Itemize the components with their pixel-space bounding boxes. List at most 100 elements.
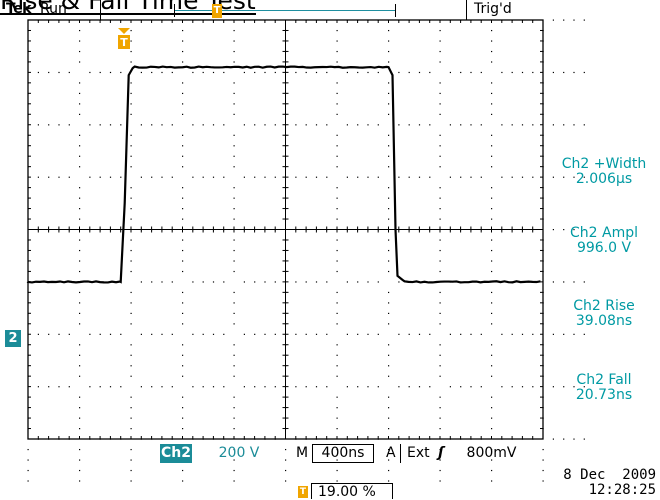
grid-dot xyxy=(79,365,80,366)
grid-dot xyxy=(367,124,368,125)
grid-dot xyxy=(244,334,245,335)
grid-dot xyxy=(491,198,492,199)
grid-dot xyxy=(131,344,132,345)
grid-dot xyxy=(234,470,235,471)
grid-dot xyxy=(543,449,544,450)
timestamp-time: 12:28:25 xyxy=(552,483,656,498)
grid-dot xyxy=(203,334,204,335)
grid-dot xyxy=(316,334,317,335)
grid-dot xyxy=(501,386,502,387)
grid-dot xyxy=(79,313,80,314)
grid-dot xyxy=(388,250,389,251)
grid-dot xyxy=(79,271,80,272)
grid-dot xyxy=(151,386,152,387)
grid-dot xyxy=(79,449,80,450)
grid-dot xyxy=(491,376,492,377)
grid-dot xyxy=(440,418,441,419)
grid-dot xyxy=(234,135,235,136)
grid-dot xyxy=(553,124,554,125)
grid-dot xyxy=(264,177,265,178)
grid-dot xyxy=(182,198,183,199)
grid-dot xyxy=(89,72,90,73)
grid-dot xyxy=(491,61,492,62)
grid-dot xyxy=(337,365,338,366)
grid-dot xyxy=(491,114,492,115)
grid-dot xyxy=(563,20,564,21)
grid-dot xyxy=(440,239,441,240)
channel-label[interactable]: Ch2 xyxy=(160,444,192,463)
grid-dot xyxy=(182,208,183,209)
grid-dot xyxy=(192,124,193,125)
grid-dot xyxy=(275,177,276,178)
grid-dot xyxy=(79,397,80,398)
measurement-width: Ch2 +Width 2.006µs xyxy=(548,157,660,187)
grid-dot xyxy=(254,386,255,387)
grid-dot xyxy=(234,397,235,398)
time-per-div[interactable]: 400ns xyxy=(312,444,374,463)
grid-dot xyxy=(491,93,492,94)
grid-dot xyxy=(79,40,80,41)
grid-dot xyxy=(337,480,338,481)
grid-dot xyxy=(79,355,80,356)
grid-dot xyxy=(264,281,265,282)
grid-dot xyxy=(234,208,235,209)
volts-per-div[interactable]: 200 V xyxy=(194,444,284,463)
grid-dot xyxy=(131,103,132,104)
grid-dot xyxy=(182,313,183,314)
grid-dot xyxy=(234,51,235,52)
grid-dot xyxy=(28,459,29,460)
grid-dot xyxy=(306,72,307,73)
grid-dot xyxy=(378,177,379,178)
grid-dot xyxy=(398,281,399,282)
grid-dot xyxy=(491,365,492,366)
grid-dot xyxy=(275,72,276,73)
grid-dot xyxy=(89,386,90,387)
grid-dot xyxy=(131,449,132,450)
grid-dot xyxy=(234,239,235,240)
grid-dot xyxy=(573,334,574,335)
grid-dot xyxy=(491,397,492,398)
grid-dot xyxy=(151,124,152,125)
grid-dot xyxy=(131,459,132,460)
grid-dot xyxy=(79,145,80,146)
grid-dot xyxy=(337,470,338,471)
grid-dot xyxy=(203,386,204,387)
grid-dot xyxy=(584,72,585,73)
grid-dot xyxy=(295,177,296,178)
grid-dot xyxy=(151,177,152,178)
channel-2-marker[interactable]: 2 xyxy=(5,330,21,347)
timestamp-date: 8 Dec 2009 xyxy=(552,468,656,483)
grid-dot xyxy=(172,124,173,125)
grid-dot xyxy=(337,198,338,199)
grid-dot xyxy=(131,313,132,314)
grid-dot xyxy=(378,334,379,335)
grid-dot xyxy=(141,72,142,73)
trigger-settings[interactable]: Ext ʃ 800mV xyxy=(400,444,540,463)
grid-dot xyxy=(388,480,389,481)
grid-dot xyxy=(337,156,338,157)
grid-dot xyxy=(131,82,132,83)
grid-dot xyxy=(584,281,585,282)
grid-dot xyxy=(182,145,183,146)
trigger-label: A xyxy=(386,444,396,463)
grid-dot xyxy=(89,334,90,335)
grid-dot xyxy=(553,20,554,21)
grid-dot xyxy=(234,198,235,199)
grid-dot xyxy=(357,124,358,125)
grid-dot xyxy=(481,72,482,73)
grid-dot xyxy=(337,82,338,83)
grid-dot xyxy=(326,177,327,178)
grid-dot xyxy=(234,93,235,94)
svg-text:T: T xyxy=(120,36,128,49)
grid-dot xyxy=(337,187,338,188)
grid-dot xyxy=(213,386,214,387)
grid-dot xyxy=(223,386,224,387)
grid-dot xyxy=(398,177,399,178)
grid-dot xyxy=(522,334,523,335)
grid-dot xyxy=(563,124,564,125)
grid-dot xyxy=(234,145,235,146)
grid-dot xyxy=(563,334,564,335)
grid-dot xyxy=(38,334,39,335)
grid-dot xyxy=(161,72,162,73)
measurement-value: 2.006µs xyxy=(548,172,660,187)
